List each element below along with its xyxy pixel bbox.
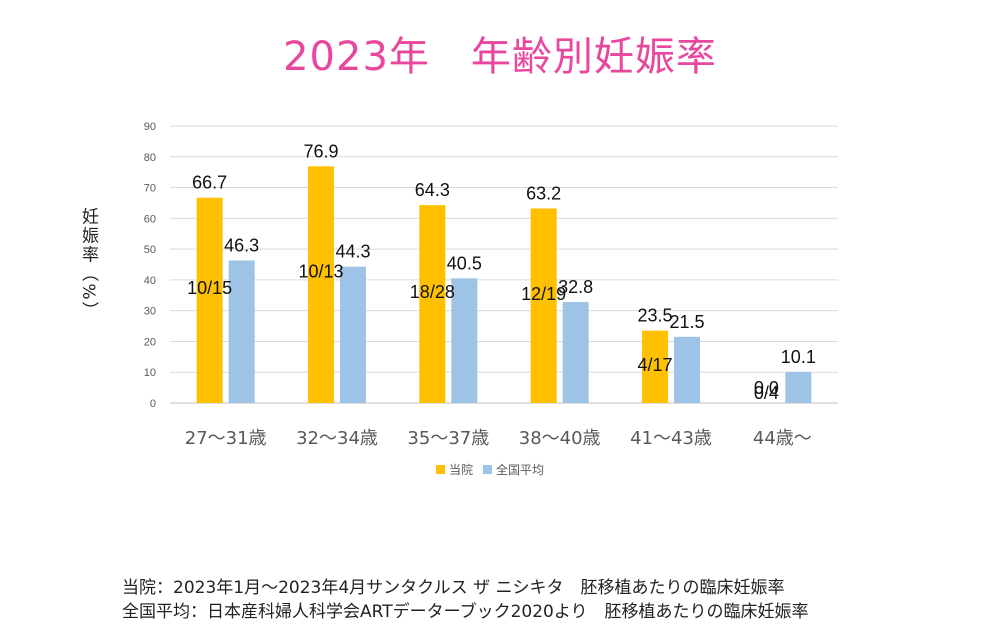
legend: 当院 全国平均	[436, 462, 544, 477]
count-label: 0/4	[754, 383, 779, 403]
x-tick-label: 35～37歳	[407, 428, 489, 449]
bar-clinic	[308, 166, 334, 403]
y-tick-label: 10	[144, 367, 156, 379]
bar-clinic	[419, 205, 446, 403]
bar-clinic	[530, 208, 557, 403]
y-tick-label: 40	[144, 275, 156, 287]
bars	[196, 166, 812, 403]
y-tick-label: 80	[144, 152, 156, 164]
x-tick-label: 38～40歳	[519, 428, 601, 449]
data-label: 21.5	[669, 312, 704, 332]
bar-national	[674, 336, 700, 403]
bar-national	[451, 278, 478, 403]
count-label: 12/19	[521, 284, 566, 304]
footnotes: 当院：2023年1月～2023年4月サンタクルス ザ ニシキタ 胚移植あたりの臨…	[122, 576, 809, 624]
data-label: 10.1	[781, 347, 816, 367]
axes: 0 10 20 30 40 50 60 70 80 90 妊娠率（%） 27～31歳 32～34歳 35～…	[78, 121, 812, 449]
bar-national	[228, 260, 255, 403]
y-tick-label: 30	[144, 306, 156, 318]
bar-national	[562, 302, 589, 403]
data-label: 76.9	[303, 141, 338, 161]
bar-clinic	[642, 330, 668, 403]
data-label: 32.8	[558, 277, 593, 297]
footnote-line: 当院：2023年1月～2023年4月サンタクルス ザ ニシキタ 胚移植あたりの臨…	[122, 578, 785, 598]
count-label: 10/15	[187, 278, 232, 298]
bar-national	[785, 371, 812, 403]
legend-label: 全国平均	[496, 462, 544, 477]
bar-clinic	[196, 197, 223, 403]
y-tick-label: 90	[144, 121, 156, 133]
data-label: 66.7	[192, 173, 227, 193]
data-label: 0.0	[754, 378, 779, 398]
y-tick-label: 70	[144, 183, 156, 195]
chart-title: 2023年 年齢別妊娠率	[283, 34, 717, 80]
x-tick-label: 32～34歳	[296, 428, 378, 449]
y-tick-label: 20	[144, 336, 156, 348]
x-tick-label: 41～43歳	[630, 428, 712, 449]
data-label: 40.5	[447, 253, 482, 273]
x-tick-label: 27～31歳	[185, 428, 267, 449]
legend-label: 当院	[449, 463, 473, 477]
data-label: 23.5	[637, 306, 672, 326]
y-tick-label: 50	[144, 244, 156, 256]
bar-national	[340, 266, 366, 403]
legend-swatch	[436, 465, 445, 474]
count-label: 10/13	[298, 262, 343, 282]
y-tick-label: 0	[150, 398, 156, 410]
data-label: 44.3	[335, 242, 370, 262]
y-axis-label: 妊娠率（%）	[78, 207, 99, 320]
data-label: 63.2	[526, 183, 561, 203]
gridlines	[170, 125, 838, 404]
footnote-line: 全国平均：日本産科婦人科学会ARTデーターブック2020より 胚移植あたりの臨床…	[122, 602, 809, 622]
x-tick-label: 44歳～	[753, 428, 812, 449]
count-label: 18/28	[410, 282, 455, 302]
legend-swatch	[483, 465, 492, 474]
data-label: 46.3	[224, 235, 259, 255]
y-tick-label: 60	[144, 213, 156, 225]
data-label: 64.3	[415, 180, 450, 200]
count-label: 4/17	[637, 355, 672, 375]
